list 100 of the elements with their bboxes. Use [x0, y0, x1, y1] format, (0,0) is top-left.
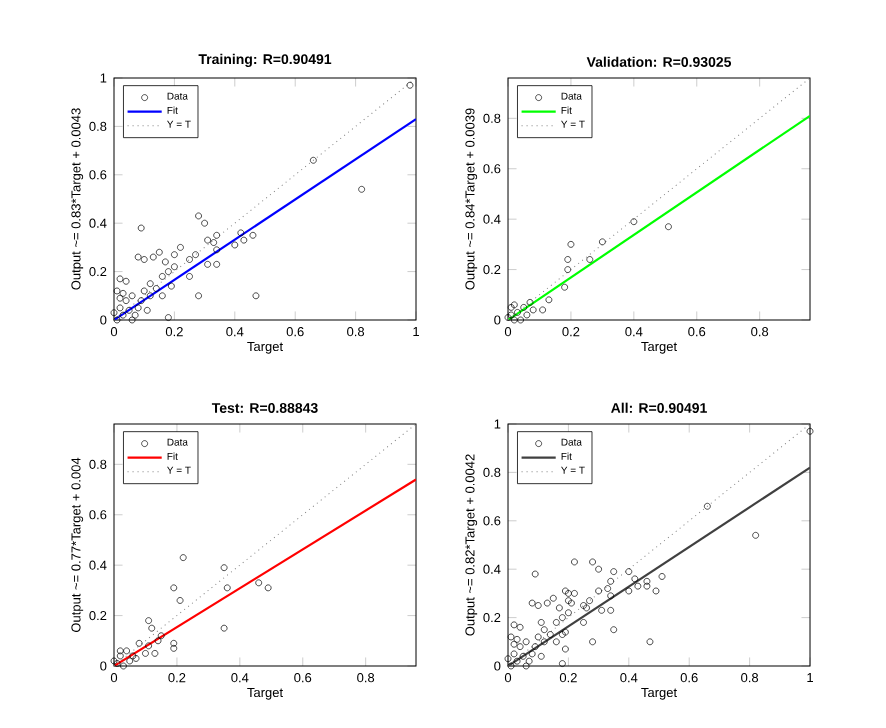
- point: [140, 256, 148, 263]
- point: [113, 316, 121, 324]
- point: [520, 304, 528, 311]
- point: [586, 256, 594, 263]
- point: [564, 266, 572, 273]
- point: [177, 244, 184, 251]
- point: [110, 309, 118, 317]
- point: [240, 236, 248, 244]
- point: [129, 652, 137, 660]
- point: [132, 655, 140, 662]
- point: [134, 304, 142, 312]
- point: [201, 219, 208, 227]
- point: [630, 218, 638, 226]
- point: [140, 287, 148, 295]
- point: [119, 311, 127, 319]
- point: [143, 306, 151, 314]
- point: [255, 579, 263, 587]
- point: [158, 292, 166, 300]
- point: [113, 287, 121, 295]
- point: [186, 256, 193, 263]
- point: [309, 156, 317, 164]
- point: [110, 657, 118, 665]
- point: [249, 231, 257, 239]
- point: [120, 662, 127, 670]
- point: [204, 260, 211, 268]
- point: [517, 316, 524, 324]
- point: [231, 241, 239, 249]
- point: [158, 273, 166, 280]
- point: [213, 260, 221, 268]
- point: [195, 292, 202, 300]
- point: [358, 185, 365, 193]
- point: [149, 253, 157, 261]
- point: [146, 292, 154, 300]
- point: [539, 306, 546, 314]
- point: [510, 316, 518, 324]
- point: [168, 282, 175, 290]
- point: [223, 584, 231, 592]
- point: [170, 584, 178, 592]
- point: [151, 650, 159, 657]
- point: [210, 239, 218, 246]
- point: [171, 263, 178, 271]
- point: [264, 584, 272, 592]
- point: [146, 280, 154, 288]
- point: [170, 645, 178, 652]
- point: [195, 212, 202, 220]
- point: [142, 650, 149, 657]
- point: [220, 564, 228, 572]
- point: [119, 290, 127, 297]
- point: [665, 223, 672, 231]
- point: [148, 624, 156, 632]
- point: [137, 224, 145, 232]
- point: [510, 301, 518, 309]
- point: [145, 617, 152, 624]
- point: [137, 297, 145, 304]
- point: [122, 297, 130, 304]
- point: [213, 246, 221, 254]
- point: [204, 236, 211, 244]
- point: [134, 253, 142, 261]
- point: [213, 231, 221, 239]
- point: [135, 639, 143, 647]
- point: [170, 639, 178, 647]
- point: [165, 268, 172, 275]
- point: [220, 624, 228, 632]
- point: [123, 647, 130, 655]
- point: [116, 652, 124, 660]
- point: [186, 273, 193, 280]
- point: [162, 258, 169, 266]
- point: [171, 251, 178, 259]
- point: [155, 248, 163, 256]
- point: [116, 275, 124, 283]
- point: [252, 292, 260, 300]
- point: [526, 299, 534, 306]
- point: [507, 304, 515, 311]
- point: [165, 314, 172, 321]
- point: [599, 238, 606, 246]
- point: [514, 309, 521, 316]
- point: [116, 304, 124, 312]
- point: [176, 597, 184, 604]
- point: [564, 256, 572, 263]
- point: [131, 311, 139, 319]
- point: [192, 251, 199, 259]
- point: [122, 277, 130, 285]
- point: [125, 306, 133, 314]
- point: [128, 316, 136, 324]
- point: [567, 241, 575, 248]
- point: [154, 637, 162, 645]
- point: [152, 285, 160, 292]
- point: [145, 642, 152, 650]
- point: [157, 632, 165, 640]
- point: [561, 283, 568, 291]
- point: [523, 311, 531, 319]
- point: [237, 229, 245, 237]
- point: [126, 657, 134, 665]
- point: [529, 306, 537, 314]
- point: [128, 292, 136, 300]
- point: [179, 554, 187, 561]
- point: [545, 296, 553, 304]
- point: [406, 81, 414, 89]
- point: [116, 294, 124, 302]
- point: [113, 660, 121, 667]
